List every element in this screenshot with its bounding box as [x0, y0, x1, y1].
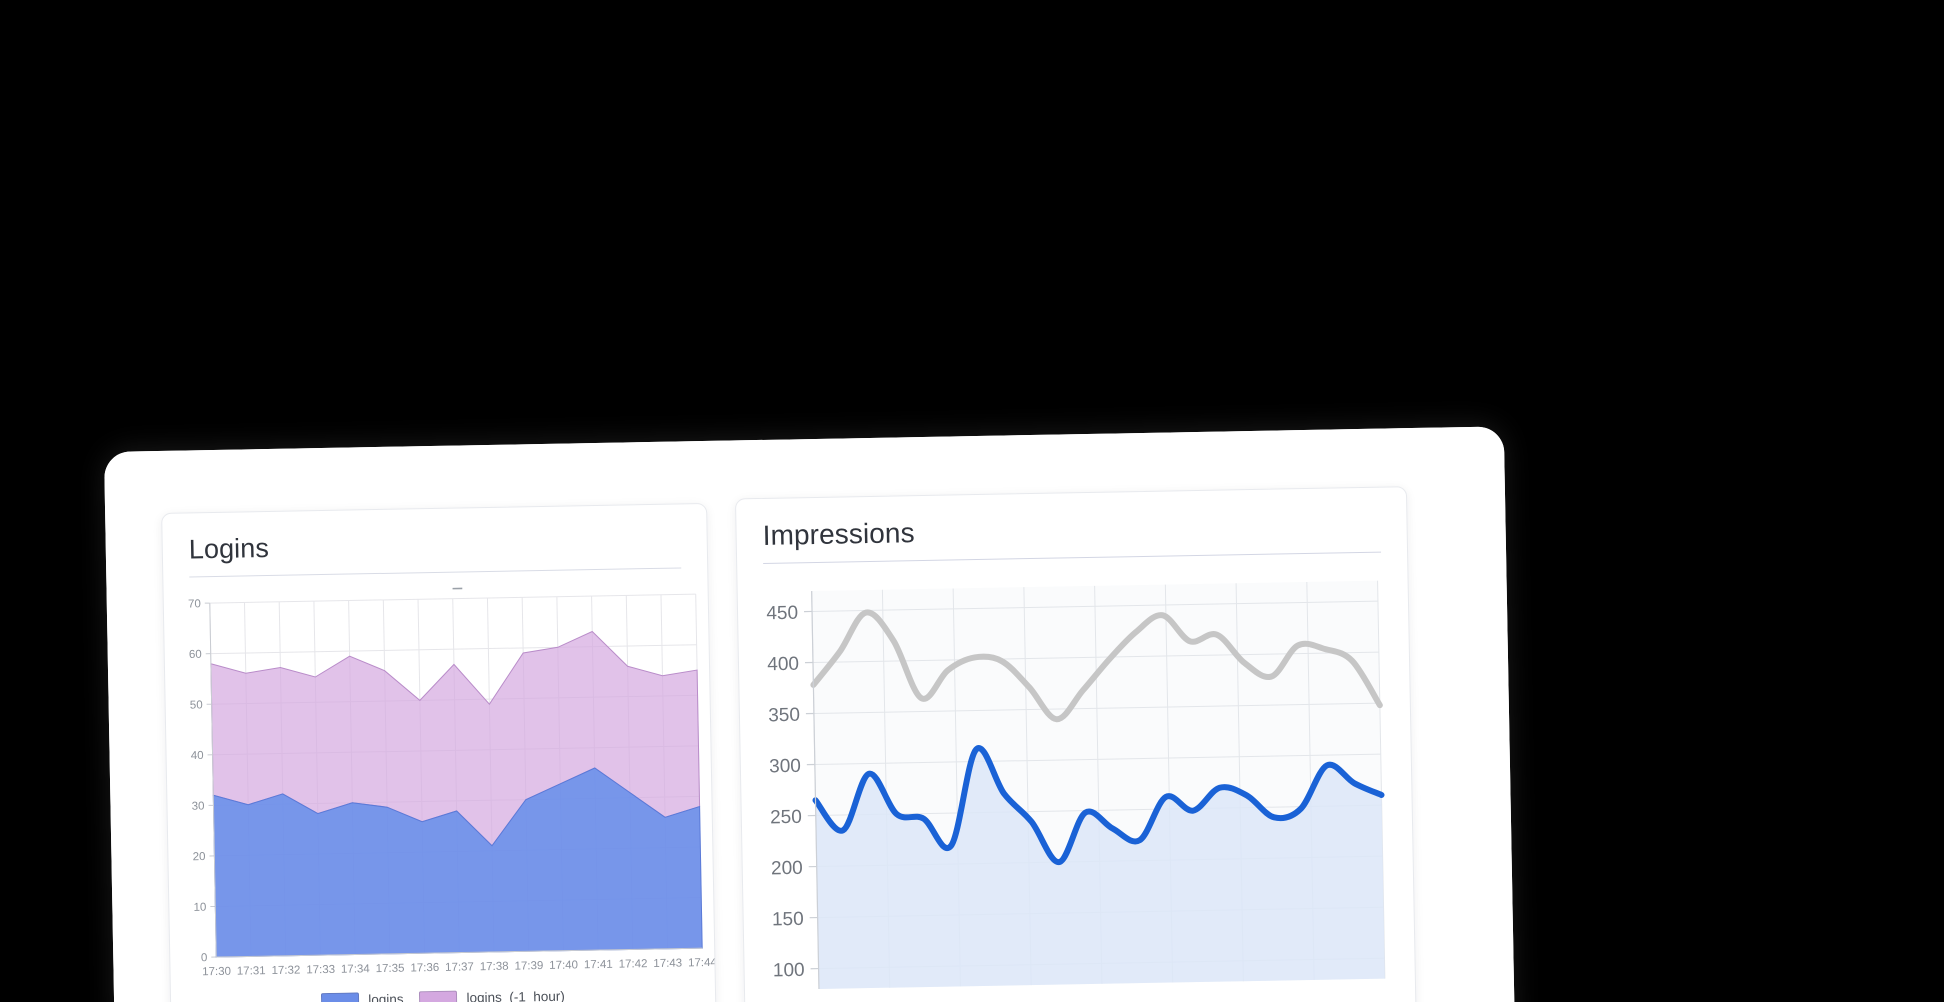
- legend-swatch-icon: [419, 990, 458, 1002]
- logins-xtick-label: 17:31: [237, 965, 266, 978]
- logins-chart-svg: 0 10 20 30 40 50 60 70 17:30 17:31 17:32 17:33 17:34…: [188, 587, 717, 978]
- logins-ytick-label: 50: [190, 699, 203, 711]
- logins-area-logins: [212, 767, 703, 958]
- logins-xtick-label: 17:37: [445, 961, 474, 974]
- logins-ytick-label: 40: [191, 750, 204, 762]
- logins-ytick-label: 20: [193, 851, 206, 863]
- logins-ytick-label: 0: [201, 952, 208, 964]
- card-impressions-header: Impressions: [736, 487, 1407, 564]
- dashboard-panel: Logins 0 10 20 30 40 50 60 70 17:30 17:31 17:32 17:…: [104, 426, 1519, 1002]
- legend-item-logins[interactable]: logins: [321, 991, 404, 1002]
- logins-xtick-label: 17:43: [653, 957, 682, 970]
- logins-xtick-label: 17:32: [271, 964, 300, 977]
- logins-xtick-label: 17:36: [410, 962, 439, 975]
- impressions-ytick-label: 100: [773, 960, 805, 982]
- impressions-ytick-label: 450: [766, 603, 798, 625]
- impressions-ytick-label: 250: [770, 807, 802, 829]
- logins-ytick-label: 30: [192, 800, 205, 812]
- logins-xtick-label: 17:38: [480, 960, 509, 973]
- logins-xtick-label: 17:35: [376, 962, 405, 975]
- logins-xtick-label: 17:41: [584, 958, 613, 971]
- card-logins-title: Logins: [188, 532, 270, 565]
- legend-item-label: logins: [368, 991, 404, 1002]
- impressions-main-line: [812, 744, 1385, 865]
- impressions-area-fill: [815, 747, 1385, 989]
- logins-xtick-label: 17:42: [619, 958, 648, 971]
- logins-xtick-label: 17:44: [688, 957, 717, 970]
- legend-swatch-icon: [321, 992, 360, 1002]
- impressions-ytick-label: 350: [768, 705, 800, 727]
- impressions-ytick-label: 200: [771, 858, 803, 880]
- legend-item-label: logins_(-1_hour): [466, 988, 565, 1002]
- card-logins-header: Logins: [162, 504, 707, 578]
- logins-area-chart[interactable]: 0 10 20 30 40 50 60 70 17:30 17:31 17:32 17:33 17:34…: [163, 568, 717, 998]
- logins-ytick-label: 60: [189, 649, 202, 661]
- card-impressions-title: Impressions: [762, 517, 915, 551]
- logins-xtick-label: 17:33: [306, 964, 335, 977]
- logins-xtick-label: 17:30: [202, 965, 231, 978]
- card-impressions-body: 450 400 350 300 250 200 150 100: [737, 552, 1415, 994]
- legend-item-logins-1-hour-[interactable]: logins_(-1_hour): [419, 988, 565, 1002]
- impressions-ytick-label: 400: [767, 654, 799, 676]
- impressions-ytick-label: 300: [769, 756, 801, 778]
- card-logins-body: 0 10 20 30 40 50 60 70 17:30 17:31 17:32 17:33 17:34…: [163, 568, 717, 1002]
- logins-xtick-label: 17:34: [341, 963, 371, 976]
- impressions-ytick-label: 150: [772, 909, 804, 931]
- card-logins[interactable]: Logins 0 10 20 30 40 50 60 70 17:30 17:31 17:32 17:…: [161, 502, 720, 1002]
- logins-gridline-h: [209, 593, 696, 604]
- impressions-comparison-line: [810, 609, 1383, 723]
- logins-x-axis: [216, 947, 703, 958]
- logins-xtick-label: 17:40: [549, 959, 578, 972]
- logins-ytick-label: 70: [188, 598, 201, 610]
- logins-ytick-label: 10: [193, 901, 206, 913]
- logins-xtick-label: 17:39: [514, 960, 543, 973]
- impressions-line-chart[interactable]: 450 400 350 300 250 200 150 100: [737, 552, 1415, 994]
- impressions-chart-svg: 450 400 350 300 250 200 150 100: [766, 580, 1386, 989]
- dashboard-panel-wrapper: Logins 0 10 20 30 40 50 60 70 17:30 17:31 17:32 17:…: [104, 426, 1519, 1002]
- impressions-y-axis: [811, 590, 820, 989]
- logins-y-axis: [209, 602, 217, 957]
- card-impressions[interactable]: Impressions 450 400 350 300 250 200 150 100: [734, 486, 1420, 1002]
- dashboard-panel-inner: Logins 0 10 20 30 40 50 60 70 17:30 17:31 17:32 17:…: [104, 426, 1519, 1002]
